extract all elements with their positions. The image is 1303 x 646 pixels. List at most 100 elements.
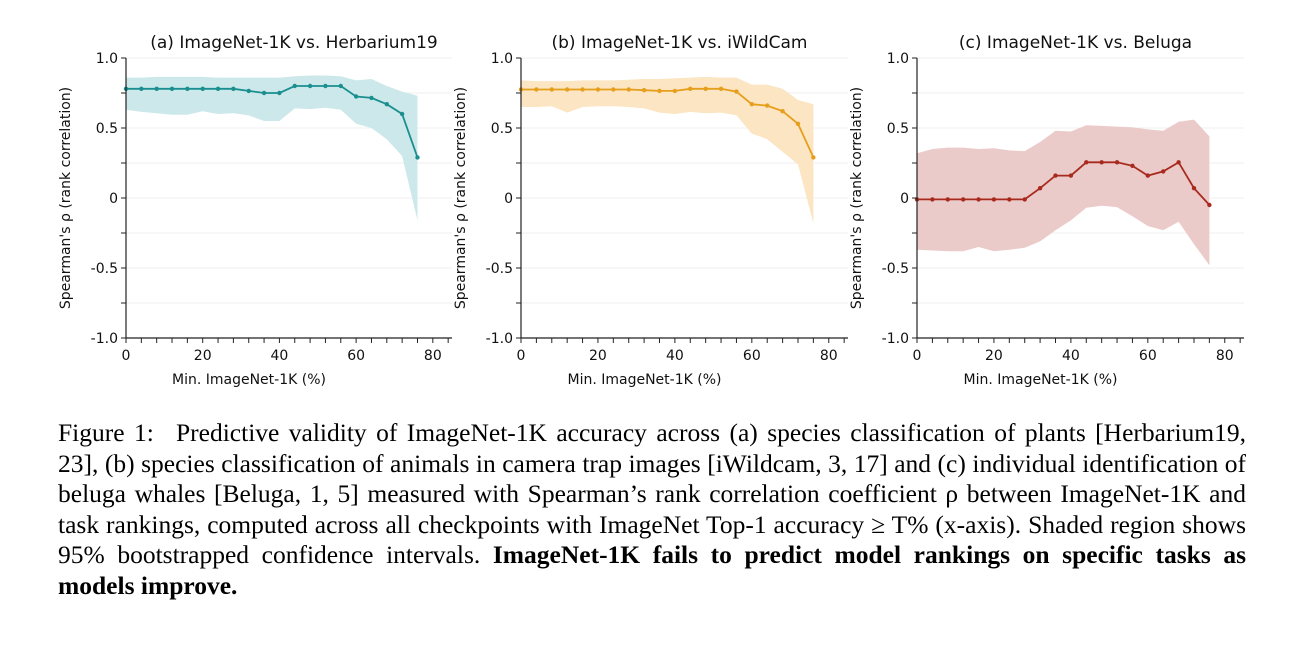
data-point (1068, 173, 1074, 178)
y-tick-label: -1.0 (91, 331, 118, 347)
data-point (960, 197, 966, 202)
data-point (611, 87, 616, 92)
data-point (1007, 197, 1012, 202)
x-axis-label: Min. ImageNet-1K (%) (964, 372, 1118, 388)
data-point (384, 102, 389, 107)
data-point (672, 88, 678, 94)
y-tick-label: 0 (504, 191, 513, 207)
data-point (1053, 173, 1058, 178)
data-point (215, 86, 221, 92)
data-point (200, 86, 205, 92)
data-point (930, 197, 935, 202)
data-point (549, 87, 554, 92)
data-point (1114, 160, 1120, 165)
data-point (641, 88, 647, 93)
data-point (780, 109, 785, 114)
data-point (1161, 169, 1166, 174)
y-tick-label: 0.5 (887, 121, 909, 137)
x-tick-label: 60 (743, 348, 761, 364)
data-point (765, 103, 770, 108)
data-point (154, 86, 159, 92)
data-point (657, 88, 662, 94)
y-tick-label: 1.0 (887, 51, 909, 67)
data-point (811, 155, 816, 160)
data-point (1037, 186, 1043, 191)
y-tick-label: 1.0 (491, 51, 513, 67)
data-point (1130, 163, 1135, 168)
data-point (369, 95, 374, 101)
data-point (564, 87, 570, 92)
y-tick-label: -0.5 (882, 261, 909, 277)
data-point (399, 111, 405, 117)
x-tick-label: 0 (517, 348, 526, 364)
data-point (139, 86, 144, 92)
confidence-band (126, 75, 418, 221)
x-axis-label: Min. ImageNet-1K (%) (568, 372, 722, 388)
data-point (1145, 173, 1151, 178)
data-point (323, 83, 328, 89)
confidence-band (917, 119, 1210, 266)
x-tick-label: 20 (589, 348, 607, 364)
x-tick-label: 0 (913, 348, 922, 364)
series-line (917, 161, 1211, 206)
x-tick-label: 80 (1216, 348, 1234, 364)
data-point (231, 86, 236, 92)
series-line (126, 85, 419, 158)
data-point (415, 155, 420, 160)
data-point (169, 86, 175, 92)
x-tick-label: 80 (424, 348, 442, 364)
data-point (534, 87, 539, 92)
x-tick-label: 40 (270, 348, 288, 364)
data-point (749, 102, 755, 107)
data-point (277, 90, 282, 96)
data-point (353, 94, 359, 99)
y-tick-label: -0.5 (91, 261, 118, 277)
chart-panel-a: -1.0 -0.5 0 0.5 1.0 0 20 40 60 80 (a) ImageNet-1K … (58, 33, 452, 388)
data-point (1207, 202, 1212, 208)
y-axis-label: Spearman's ρ (rank correlation) (58, 87, 74, 309)
chart-title: (b) ImageNet-1K vs. iWildCam (551, 33, 807, 53)
chart-panel-c: -1.0 -0.5 0 0.5 1.0 0 20 40 60 80 (c) ImageNet-1K … (849, 33, 1244, 388)
y-tick-label: -1.0 (486, 331, 513, 347)
data-point (595, 87, 601, 92)
x-tick-label: 60 (1139, 348, 1157, 364)
data-point (1191, 186, 1197, 191)
data-point (976, 197, 981, 202)
data-point (734, 89, 739, 94)
data-point (261, 90, 267, 96)
figure-panels: -1.0 -0.5 0 0.5 1.0 0 20 40 60 80 (a) ImageNet-1K … (58, 33, 1244, 388)
y-axis-label: Spearman's ρ (rank correlation) (849, 87, 865, 309)
data-point (1022, 197, 1027, 202)
x-tick-label: 80 (820, 348, 838, 364)
data-point (945, 197, 950, 202)
data-point (1176, 160, 1181, 165)
data-point (1084, 160, 1089, 165)
data-point (991, 197, 997, 202)
data-point (626, 87, 631, 92)
y-axis-label: Spearman's ρ (rank correlation) (453, 87, 469, 309)
y-tick-label: 0.5 (491, 121, 513, 137)
data-point (1099, 160, 1104, 165)
data-point (307, 83, 313, 89)
x-tick-label: 20 (985, 348, 1003, 364)
data-point (246, 88, 251, 94)
y-tick-label: 0.5 (96, 121, 118, 137)
chart-panel-b: -1.0 -0.5 0 0.5 1.0 0 20 40 60 80 (b) ImageNet-1K … (453, 33, 848, 388)
x-axis-label: Min. ImageNet-1K (%) (172, 372, 326, 388)
data-point (185, 86, 190, 92)
chart-title: (c) ImageNet-1K vs. Beluga (959, 33, 1192, 53)
x-tick-label: 20 (194, 348, 212, 364)
data-point (292, 83, 297, 89)
data-point (718, 86, 724, 92)
data-point (703, 86, 708, 92)
x-tick-label: 60 (347, 348, 365, 364)
confidence-band (521, 76, 814, 224)
data-point (338, 83, 343, 89)
y-tick-label: 1.0 (96, 51, 118, 67)
data-point (795, 121, 801, 127)
caption-bold-text: ImageNet-1K fails to predict model ranki… (58, 540, 1247, 600)
x-tick-label: 0 (122, 348, 131, 364)
data-point (688, 86, 693, 92)
y-tick-label: 0 (109, 191, 118, 207)
y-tick-label: -1.0 (882, 331, 909, 347)
